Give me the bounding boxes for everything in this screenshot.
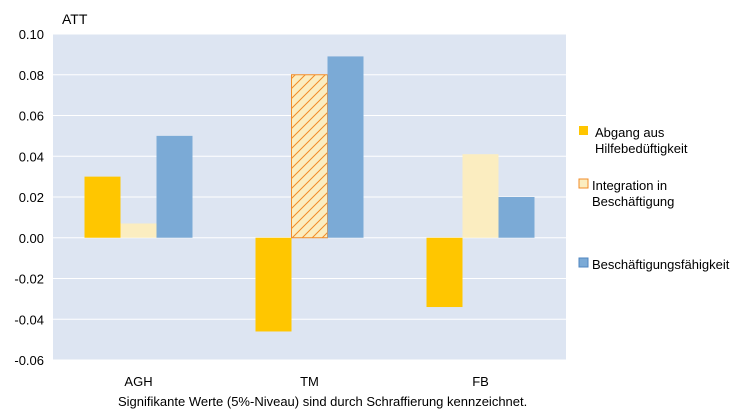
legend-swatch [578, 257, 589, 268]
y-tick-label: -0.06 [14, 353, 44, 368]
bars [84, 56, 535, 332]
bar-fb-series-3 [498, 197, 535, 238]
y-axis-ticks: 0.10 0.08 0.06 0.04 0.02 0.00 -0.02 -0.04 -0.06 [14, 27, 44, 368]
significance-note: Signifikante Werte (5%-Niveau) sind durc… [118, 394, 527, 409]
bar-tm-series-2 [291, 74, 328, 239]
bar-agh-series-2 [120, 223, 157, 238]
y-axis-label: ATT [62, 11, 88, 27]
y-tick-label: -0.02 [14, 272, 44, 287]
legend-label: Hilfebedüftigkeit [595, 141, 688, 156]
legend-label: Abgang aus [595, 125, 665, 140]
y-tick-label: 0.02 [19, 190, 44, 205]
y-tick-label: 0.08 [19, 68, 44, 83]
bar-agh-series-1 [84, 176, 121, 238]
bar-tm-series-1 [255, 237, 292, 332]
bar-agh-series-3 [156, 135, 193, 238]
y-tick-label: 0.04 [19, 149, 44, 164]
legend-label: Beschäftigung [592, 194, 674, 209]
legend-label: Beschäftigungsfähigkeit [592, 257, 730, 272]
x-axis-ticks: AGH TM FB [124, 374, 488, 389]
y-tick-label: -0.04 [14, 312, 44, 327]
legend-swatch [578, 178, 589, 189]
legend-swatch [579, 126, 588, 135]
bar-tm-series-3 [327, 56, 364, 238]
bar-fb-series-2 [462, 154, 499, 238]
y-tick-label: 0.10 [19, 27, 44, 42]
bar-fb-series-1 [426, 237, 463, 308]
y-tick-label: 0.06 [19, 109, 44, 124]
y-tick-label: 0.00 [19, 231, 44, 246]
legend-label: Integration in [592, 178, 667, 193]
x-tick-label: FB [472, 374, 489, 389]
x-tick-label: AGH [124, 374, 152, 389]
x-tick-label: TM [300, 374, 319, 389]
